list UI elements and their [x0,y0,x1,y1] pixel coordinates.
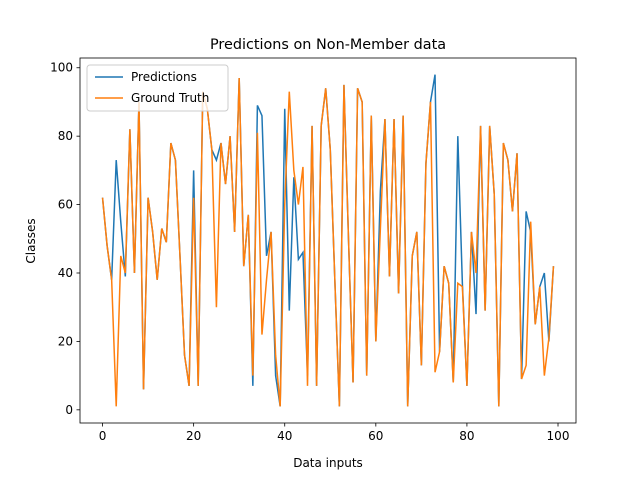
x-axis-label: Data inputs [293,456,363,470]
legend-label: Predictions [131,70,197,84]
x-tick-label: 80 [459,429,474,443]
y-tick-label: 60 [58,198,73,212]
x-tick-label: 100 [547,429,570,443]
y-tick-label: 80 [58,129,73,143]
y-tick-label: 0 [65,403,73,417]
legend-label: Ground Truth [131,91,209,105]
x-tick-label: 60 [368,429,383,443]
y-tick-label: 20 [58,334,73,348]
series-line [101,77,555,407]
x-tick-label: 40 [277,429,292,443]
x-tick-label: 0 [99,429,107,443]
x-tick-label: 20 [186,429,201,443]
y-tick-label: 40 [58,266,73,280]
plot-frame [79,57,577,424]
chart-title: Predictions on Non-Member data [210,37,446,53]
y-tick-label: 100 [50,61,73,75]
y-axis-label: Classes [24,218,38,263]
